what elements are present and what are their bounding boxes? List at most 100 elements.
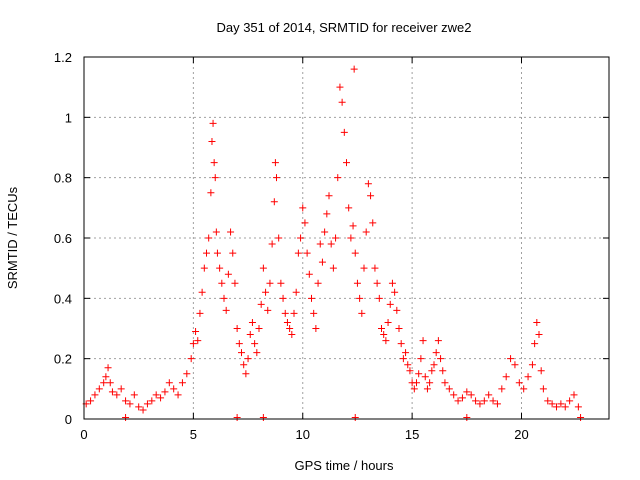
- data-point: [207, 189, 215, 197]
- data-point: [242, 370, 250, 378]
- data-point: [235, 340, 243, 348]
- data-point: [238, 349, 245, 357]
- data-point: [108, 388, 116, 396]
- data-point: [253, 349, 261, 357]
- data-point: [205, 234, 213, 242]
- data-point: [314, 279, 322, 287]
- data-point: [130, 391, 138, 399]
- data-point: [246, 331, 254, 339]
- data-point: [364, 180, 372, 188]
- data-point: [196, 309, 204, 317]
- data-point: [566, 397, 574, 405]
- data-point: [371, 264, 379, 272]
- data-point: [312, 325, 320, 332]
- data-point: [391, 288, 399, 296]
- data-point: [382, 337, 390, 345]
- data-point: [574, 403, 582, 411]
- data-point: [194, 337, 202, 345]
- data-point: [399, 355, 407, 363]
- y-tick-label: 0.2: [54, 352, 72, 367]
- data-point: [369, 219, 377, 227]
- data-point: [386, 300, 394, 308]
- data-point: [122, 397, 130, 405]
- data-point: [189, 340, 197, 348]
- data-point: [305, 270, 313, 278]
- data-point: [290, 309, 298, 317]
- data-point: [548, 400, 556, 408]
- data-point: [257, 300, 265, 308]
- data-point: [294, 249, 302, 257]
- axis-ticks: 0 5 10 15 20 0 0.2 0.4 0.6 0.8 1 1.2: [54, 50, 609, 442]
- data-point: [288, 331, 296, 339]
- data-point: [419, 337, 427, 345]
- data-point: [375, 294, 383, 302]
- data-point: [553, 403, 560, 411]
- data-point: [350, 65, 358, 73]
- data-point: [515, 379, 523, 387]
- data-point: [270, 198, 278, 206]
- data-point: [255, 325, 263, 332]
- data-point: [281, 309, 289, 317]
- data-point: [268, 240, 276, 248]
- data-point: [502, 373, 510, 381]
- data-point: [343, 159, 350, 167]
- data-point: [210, 159, 218, 167]
- data-point: [329, 264, 337, 272]
- data-point: [273, 174, 280, 182]
- data-point: [356, 294, 364, 302]
- data-point: [430, 361, 438, 369]
- y-tick-label: 1: [65, 110, 72, 125]
- data-point: [277, 279, 285, 287]
- data-point: [535, 331, 543, 339]
- data-point: [222, 306, 230, 314]
- data-point: [351, 413, 359, 421]
- data-point: [262, 288, 270, 296]
- data-point: [209, 119, 217, 127]
- data-point: [577, 413, 585, 421]
- data-point: [170, 385, 178, 393]
- data-point: [122, 413, 130, 421]
- data-point: [165, 379, 173, 387]
- data-point: [498, 385, 506, 393]
- y-tick-label: 0.4: [54, 291, 72, 306]
- data-point: [126, 400, 134, 408]
- data-point: [421, 373, 429, 381]
- data-point: [413, 379, 420, 387]
- data-point: [358, 309, 366, 317]
- data-point: [417, 355, 425, 363]
- data-point: [380, 331, 388, 339]
- data-point: [349, 222, 357, 230]
- data-point: [275, 234, 283, 242]
- data-point: [533, 318, 541, 326]
- data-point: [410, 385, 418, 393]
- data-point: [297, 234, 305, 242]
- chart-title: Day 351 of 2014, SRMTID for receiver zwe…: [216, 20, 471, 35]
- data-point: [360, 264, 368, 272]
- data-point: [198, 288, 206, 296]
- data-point: [323, 210, 331, 218]
- data-points: [82, 65, 585, 421]
- data-point: [135, 403, 143, 411]
- data-point: [316, 240, 324, 248]
- y-tick-label: 0.6: [54, 231, 72, 246]
- data-point: [388, 279, 396, 287]
- data-point: [458, 394, 466, 402]
- data-point: [561, 403, 569, 411]
- data-point: [445, 385, 453, 393]
- data-point: [216, 264, 224, 272]
- data-point: [152, 391, 160, 399]
- data-point: [493, 400, 501, 408]
- data-point: [248, 318, 256, 326]
- data-point: [406, 367, 414, 375]
- data-point: [520, 385, 528, 393]
- data-point: [345, 204, 353, 212]
- data-point: [233, 325, 241, 332]
- data-point: [332, 234, 340, 242]
- data-point: [271, 159, 279, 167]
- data-point: [334, 174, 342, 182]
- data-point: [259, 264, 267, 272]
- data-point: [537, 367, 545, 375]
- data-point: [87, 397, 95, 405]
- data-point: [211, 174, 219, 182]
- data-point: [161, 388, 169, 396]
